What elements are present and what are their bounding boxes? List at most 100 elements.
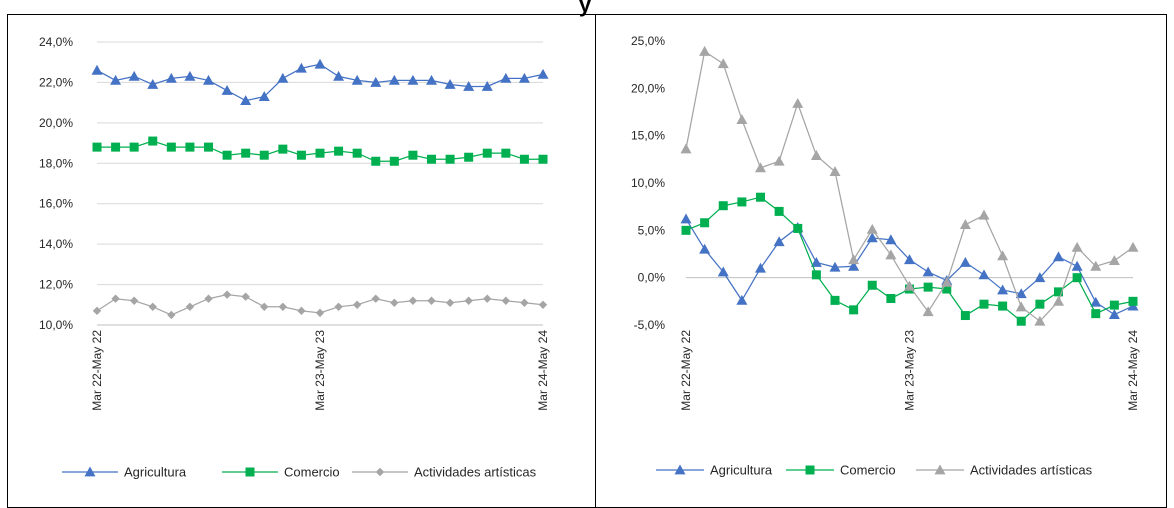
data-point-agricultura: [351, 74, 363, 85]
data-point-actividades-artisticas: [241, 292, 250, 301]
data-point-comercio: [1072, 273, 1082, 283]
data-point-comercio: [1109, 300, 1119, 310]
data-point-comercio: [296, 150, 306, 160]
x-tick-label: Mar 23-May 23: [313, 330, 327, 411]
y-tick-label: 20,0%: [39, 116, 73, 130]
data-point-actividades-artisticas: [315, 308, 325, 318]
data-point-actividades-artisticas: [904, 280, 915, 291]
data-point-actividades-artisticas: [427, 296, 436, 305]
data-point-agricultura: [388, 74, 400, 85]
data-point-agricultura: [773, 236, 785, 247]
data-point-comercio: [923, 282, 933, 292]
data-point-actividades-artisticas: [538, 300, 548, 309]
legend-marker: [674, 464, 686, 475]
data-point-comercio: [718, 201, 728, 211]
data-point-comercio: [111, 142, 121, 152]
data-point-agricultura: [1071, 260, 1083, 271]
data-point-agricultura: [407, 74, 419, 85]
data-point-actividades-artisticas: [997, 250, 1009, 261]
series-line-agricultura: [685, 218, 1134, 316]
data-point-agricultura: [91, 64, 103, 75]
data-point-comercio: [204, 142, 213, 152]
data-point-comercio: [942, 284, 952, 294]
data-point-agricultura: [240, 95, 252, 106]
data-point-agricultura: [110, 74, 122, 85]
data-point-agricultura: [1034, 272, 1046, 283]
data-point-agricultura: [1053, 251, 1064, 262]
x-tick-label: Mar 22-May 22: [679, 330, 693, 411]
data-point-actividades-artisticas: [959, 219, 971, 230]
x-tick-label: Mar 24-May 24: [536, 330, 550, 411]
data-point-comercio: [185, 142, 195, 152]
data-point-comercio: [501, 148, 511, 158]
data-point-comercio: [793, 223, 803, 233]
y-tick-label: 22,0%: [39, 75, 73, 89]
y-tick-label: 16,0%: [39, 197, 73, 211]
data-point-agricultura: [463, 80, 475, 91]
data-point-actividades-artisticas: [297, 306, 306, 316]
data-point-actividades-artisticas: [773, 155, 785, 166]
data-point-comercio: [998, 301, 1008, 311]
data-point-agricultura: [904, 254, 915, 265]
data-point-comercio: [408, 150, 418, 160]
data-point-comercio: [756, 192, 765, 202]
data-point-agricultura: [277, 72, 289, 83]
data-point-actividades-artisticas: [941, 276, 953, 287]
page-title-fragment: y: [579, 0, 592, 17]
right-chart: -5,0% 0,0% 5,0% 10,0% 15,0% 20,0% 25,0% Mar 22-…: [631, 34, 1140, 478]
data-point-agricultura: [221, 85, 233, 95]
data-point-actividades-artisticas: [129, 296, 139, 305]
data-point-actividades-artisticas: [810, 150, 822, 160]
data-point-agricultura: [426, 74, 437, 85]
y-tick-label: 10,0%: [39, 318, 73, 332]
data-point-actividades-artisticas: [464, 296, 473, 305]
data-point-comercio: [1054, 287, 1063, 297]
data-point-agricultura: [184, 70, 196, 81]
data-point-actividades-artisticas: [408, 296, 418, 305]
data-point-actividades-artisticas: [167, 310, 176, 320]
data-point-agricultura: [699, 243, 711, 254]
data-point-comercio: [464, 152, 474, 162]
data-point-agricultura: [885, 234, 897, 245]
data-point-actividades-artisticas: [922, 306, 934, 317]
legend-label: Comercio: [840, 463, 896, 478]
data-point-agricultura: [537, 68, 549, 79]
data-point-comercio: [334, 146, 344, 156]
y-tick-label: 24,0%: [39, 35, 73, 49]
data-point-actividades-artisticas: [1127, 241, 1139, 252]
data-point-comercio: [482, 148, 492, 158]
data-point-actividades-artisticas: [111, 294, 120, 303]
left-chart: 10,0% 12,0% 14,0% 16,0% 18,0% 20,0% 22,0% 24,0%…: [39, 35, 550, 480]
data-point-agricultura: [518, 72, 530, 83]
data-point-comercio: [960, 311, 970, 321]
data-point-comercio: [222, 150, 232, 160]
data-point-comercio: [681, 225, 691, 235]
data-point-comercio: [979, 299, 989, 309]
right-panel-border: [595, 14, 1167, 508]
data-point-comercio: [811, 270, 821, 280]
x-tick-label: Mar 22-May 22: [90, 330, 104, 411]
data-point-agricultura: [500, 72, 512, 83]
data-point-agricultura: [1108, 309, 1120, 319]
legend-marker: [805, 465, 815, 475]
data-point-actividades-artisticas: [829, 166, 841, 177]
data-point-actividades-artisticas: [483, 294, 492, 303]
data-point-comercio: [389, 156, 399, 166]
data-point-comercio: [259, 150, 269, 160]
data-point-actividades-artisticas: [501, 296, 511, 305]
legend-label: Actividades artísticas: [970, 463, 1093, 478]
data-point-comercio: [700, 218, 710, 228]
data-point-agricultura: [866, 232, 878, 243]
data-point-comercio: [830, 295, 840, 305]
left-panel-border: [7, 14, 596, 508]
data-point-actividades-artisticas: [1071, 241, 1083, 252]
data-point-actividades-artisticas: [885, 249, 897, 260]
data-point-actividades-artisticas: [390, 298, 399, 307]
y-tick-label: -5,0%: [634, 318, 666, 332]
data-point-agricultura: [736, 294, 748, 305]
data-point-actividades-artisticas: [148, 302, 157, 312]
data-point-agricultura: [848, 260, 860, 271]
data-point-comercio: [867, 280, 877, 290]
data-point-comercio: [1091, 309, 1101, 319]
data-point-actividades-artisticas: [278, 302, 288, 312]
